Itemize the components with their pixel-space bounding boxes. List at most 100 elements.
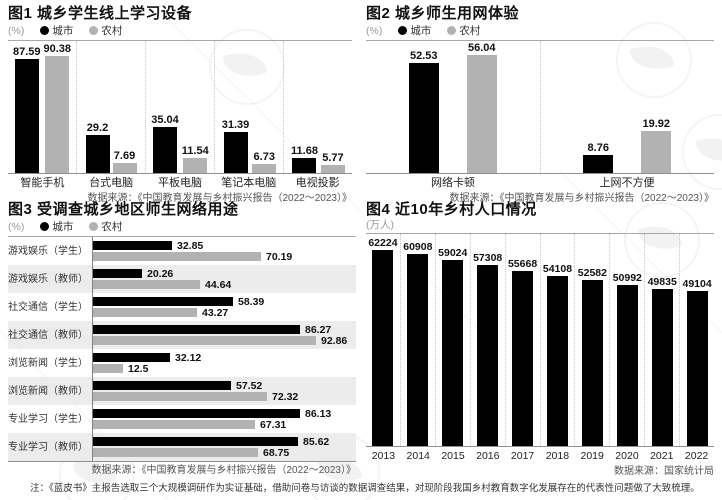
bar-value-label: 87.59 [12,46,41,58]
year-label: 2016 [476,450,500,462]
fig2-plot-area: 52.53 56.04 8.76 19.92 [366,41,714,174]
bar-value-label: 54108 [542,263,573,275]
bar [292,158,317,173]
chart-row: 社交通信（学生） 58.39 43.27 [8,293,356,321]
year-label: 2020 [615,450,639,462]
category-label: 网络卡顿 [431,177,475,189]
bar [252,164,277,173]
bar [546,276,568,446]
bar-value-label: 67.31 [260,418,287,431]
bar [223,132,248,173]
chart-row: 游戏娱乐（学生） 32.85 70.19 [8,237,356,265]
watermark-logo [209,29,285,105]
bar-value-label: 52582 [577,267,607,279]
category-label: 上网不方便 [599,177,655,189]
footnote: 注：《蓝皮书》主报告选取三个大规模调研作为实证基础，借助问卷与访谈的数据调查结果… [30,483,700,494]
bar-value-label: 62224 [368,237,398,249]
row-label: 浏览新闻（学生） [8,357,88,369]
fig3-source: 数据来源：《中国教育发展与乡村振兴报告（2022～2023）》 [91,465,357,476]
bar-value-label: 52.53 [409,50,438,62]
row-label: 游戏娱乐（教师） [8,273,88,285]
bar-value-label: 32.12 [175,351,202,364]
row-bars: 86.13 67.31 [92,405,356,433]
bar-value-label: 43.27 [202,306,229,319]
bar [183,158,208,173]
row-label: 社交通信（教师） [8,329,88,341]
bar-value-label: 7.69 [113,150,136,162]
rural-bar: 67.31 [93,418,356,431]
bar [372,250,394,446]
bar-group: 54108 [539,234,575,446]
urban-bar: 58.39 [93,295,356,308]
bar [14,59,39,173]
bar [581,280,603,446]
year-label: 2019 [580,450,604,462]
bar [93,308,197,317]
population-bar: 59024 [438,247,467,446]
bar [93,420,255,429]
fig1-plot-area: 87.59 90.38 29.2 7.69 35.04 11.54 31.39 6.73 11.… [8,41,352,174]
rural-bar: 56.04 [466,42,497,173]
bar-value-label: 85.62 [303,435,330,448]
unit-label: (%) [366,24,383,37]
urban-bar: 87.59 [13,46,41,173]
bar-group: 87.59 90.38 [8,41,76,173]
year-label: 2015 [441,450,465,462]
urban-bar: 20.26 [93,268,356,280]
bar-group: 29.2 7.69 [76,41,145,173]
legend-item-rural: 农村 [89,219,122,234]
bar-value-label: 50992 [612,272,642,284]
legend-item-urban: 城市 [40,23,73,38]
urban-bar: 11.68 [291,145,318,173]
bar-value-label: 68.75 [263,446,290,459]
rural-dot-icon [447,26,457,35]
bar-value-label: 12.5 [128,362,149,375]
fig4-plot-area: 62224 60908 59024 57308 55668 54108 52582 50992… [366,234,714,447]
bar-value-label: 57308 [473,252,503,264]
legend-item-urban: 城市 [40,219,73,234]
category-label: 电视投影 [295,177,340,189]
rural-dot-icon [89,26,99,35]
row-bars: 86.27 92.86 [92,321,356,349]
bar [407,254,429,446]
bar-value-label: 58.39 [238,295,265,308]
bar-value-label: 11.54 [181,145,209,157]
row-bars: 58.39 43.27 [92,293,356,321]
bar [442,260,464,446]
bar [93,325,300,334]
fig1-category-axis: 智能手机 台式电脑 平板电脑 笔记本电脑 电视投影 [8,174,352,190]
unit-label: (%) [8,220,25,233]
bar-group: 60908 [399,234,435,446]
bar [408,63,439,173]
rural-bar: 68.75 [93,446,356,459]
population-bar: 60908 [403,241,432,446]
bar-group: 49104 [679,234,714,446]
fig4-year-axis: 2013 2014 2015 2016 2017 2018 2019 2020 2021 2022 [366,447,714,463]
chart-row: 社交通信（教师） 86.27 92.86 [8,321,356,349]
bar [93,381,231,390]
bar-value-label: 86.13 [305,407,332,420]
bar [616,285,638,446]
urban-bar: 86.27 [93,324,356,336]
fig1-source: 数据来源：《中国教育发展与乡村振兴报告（2022～2023）》 [87,193,353,204]
urban-dot-icon [40,26,50,35]
rural-bar: 72.32 [93,391,356,403]
bar-value-label: 5.77 [322,152,344,164]
bar-group: 8.76 19.92 [539,41,715,173]
bar [477,265,499,446]
urban-bar: 86.13 [93,407,356,420]
bar [93,280,200,289]
bar-group: 11.68 5.77 [283,41,352,173]
category-label: 笔记本电脑 [221,177,277,189]
population-bar: 49104 [683,278,712,446]
category-label: 智能手机 [20,177,65,189]
population-bar: 55668 [508,258,537,446]
watermark-logo [624,202,700,278]
legend-item-rural: 农村 [89,23,122,38]
year-label: 2017 [510,450,535,462]
fig4-title: 图4 近10年乡村人口情况 [366,201,537,218]
bar-group: 31.39 6.73 [214,41,283,173]
urban-dot-icon [40,222,50,231]
bar-group: 55668 [504,234,540,446]
population-bar: 54108 [543,263,572,446]
